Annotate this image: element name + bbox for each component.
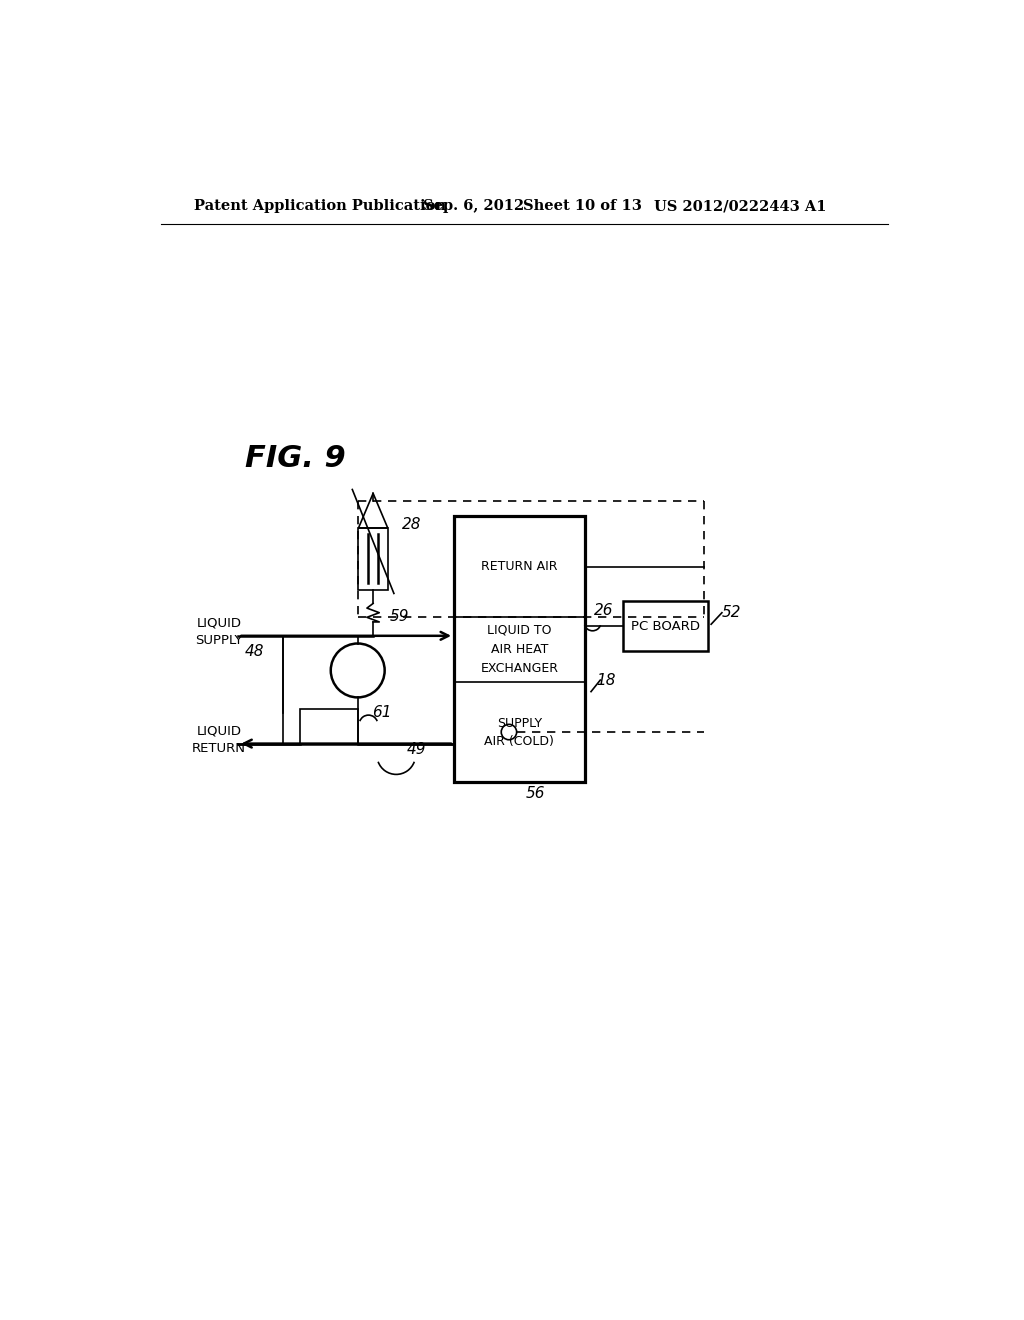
Bar [300,709,357,743]
Text: 52: 52 [722,605,741,620]
Text: 56: 56 [526,787,546,801]
Text: LIQUID TO
AIR HEAT
EXCHANGER: LIQUID TO AIR HEAT EXCHANGER [480,624,558,675]
Text: 28: 28 [401,516,421,532]
Text: 61: 61 [372,705,391,721]
Text: Sheet 10 of 13: Sheet 10 of 13 [523,199,642,213]
Text: 26: 26 [594,603,613,618]
Text: US 2012/0222443 A1: US 2012/0222443 A1 [654,199,826,213]
Text: 18: 18 [596,673,615,688]
Text: LIQUID
RETURN: LIQUID RETURN [193,725,246,755]
Text: 48: 48 [245,644,264,659]
Text: 59: 59 [390,609,410,624]
Text: Sep. 6, 2012: Sep. 6, 2012 [423,199,524,213]
Text: SUPPLY
AIR (COLD): SUPPLY AIR (COLD) [484,717,554,747]
Text: FIG. 9: FIG. 9 [245,445,345,473]
Text: LIQUID
SUPPLY: LIQUID SUPPLY [196,616,243,647]
Text: PC BOARD: PC BOARD [631,619,700,632]
Bar [454,516,585,781]
Text: RETURN AIR: RETURN AIR [481,560,558,573]
Text: 49: 49 [407,742,426,758]
Bar [358,528,388,590]
Bar [624,601,708,651]
Text: Patent Application Publication: Patent Application Publication [194,199,445,213]
